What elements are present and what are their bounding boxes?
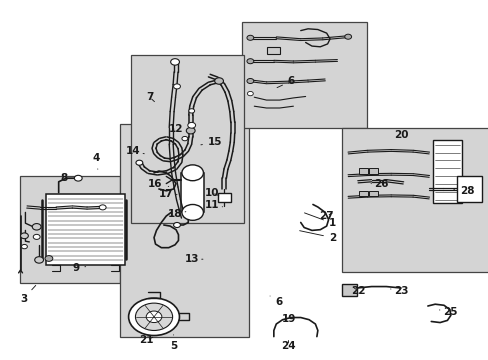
Text: 2: 2 xyxy=(299,231,335,243)
Bar xyxy=(20,176,120,283)
Circle shape xyxy=(186,127,195,134)
Text: 14: 14 xyxy=(125,146,144,156)
Bar xyxy=(342,284,356,296)
Circle shape xyxy=(33,234,40,239)
Text: 15: 15 xyxy=(201,137,222,147)
Circle shape xyxy=(136,160,142,165)
Circle shape xyxy=(74,175,82,181)
Bar xyxy=(131,55,244,223)
Circle shape xyxy=(214,78,223,84)
Text: 25: 25 xyxy=(439,307,456,318)
Text: 1: 1 xyxy=(304,213,335,228)
Text: 4: 4 xyxy=(92,153,100,169)
Text: 10: 10 xyxy=(204,188,219,198)
Circle shape xyxy=(246,78,253,84)
Circle shape xyxy=(182,204,203,220)
Circle shape xyxy=(344,34,351,39)
Circle shape xyxy=(246,59,253,64)
Text: 18: 18 xyxy=(167,209,185,219)
Circle shape xyxy=(35,257,43,263)
Text: 11: 11 xyxy=(204,200,222,210)
Text: 6: 6 xyxy=(269,296,282,307)
Text: 17: 17 xyxy=(159,189,177,199)
Bar xyxy=(181,173,204,212)
Text: 6: 6 xyxy=(277,76,294,87)
Circle shape xyxy=(173,222,180,228)
Circle shape xyxy=(182,136,187,141)
Text: 12: 12 xyxy=(168,123,183,134)
Circle shape xyxy=(246,35,253,40)
Text: 19: 19 xyxy=(281,314,295,324)
Text: 5: 5 xyxy=(170,335,177,351)
Circle shape xyxy=(32,224,41,230)
Text: 3: 3 xyxy=(20,285,36,304)
Text: 23: 23 xyxy=(390,286,407,296)
Text: 24: 24 xyxy=(281,341,295,351)
Circle shape xyxy=(20,233,28,239)
Bar xyxy=(266,47,280,54)
Text: 20: 20 xyxy=(393,130,407,140)
Bar xyxy=(120,124,249,337)
Bar xyxy=(359,191,367,196)
Text: 22: 22 xyxy=(350,286,365,296)
Circle shape xyxy=(187,122,195,128)
Text: 7: 7 xyxy=(145,92,154,102)
Text: 8: 8 xyxy=(60,173,67,183)
Text: 27: 27 xyxy=(319,211,333,221)
Circle shape xyxy=(170,59,179,65)
Text: 26: 26 xyxy=(370,179,388,189)
Bar xyxy=(368,191,377,196)
Circle shape xyxy=(21,244,27,249)
Bar xyxy=(217,193,231,202)
Bar xyxy=(432,140,461,203)
Text: 16: 16 xyxy=(148,179,168,189)
Bar xyxy=(242,22,366,128)
Text: 13: 13 xyxy=(184,254,203,264)
Text: 9: 9 xyxy=(72,263,85,273)
Circle shape xyxy=(45,256,53,261)
Circle shape xyxy=(128,298,179,336)
Circle shape xyxy=(182,165,203,181)
Bar xyxy=(359,168,367,174)
Circle shape xyxy=(135,303,172,330)
Bar xyxy=(456,176,481,202)
Bar xyxy=(342,128,488,272)
Circle shape xyxy=(173,84,180,89)
Circle shape xyxy=(188,109,194,113)
Circle shape xyxy=(146,311,162,323)
Text: 28: 28 xyxy=(453,186,474,196)
Bar xyxy=(368,168,377,174)
Bar xyxy=(46,194,124,265)
Circle shape xyxy=(99,205,106,210)
Circle shape xyxy=(247,91,253,96)
Text: 21: 21 xyxy=(139,335,154,345)
